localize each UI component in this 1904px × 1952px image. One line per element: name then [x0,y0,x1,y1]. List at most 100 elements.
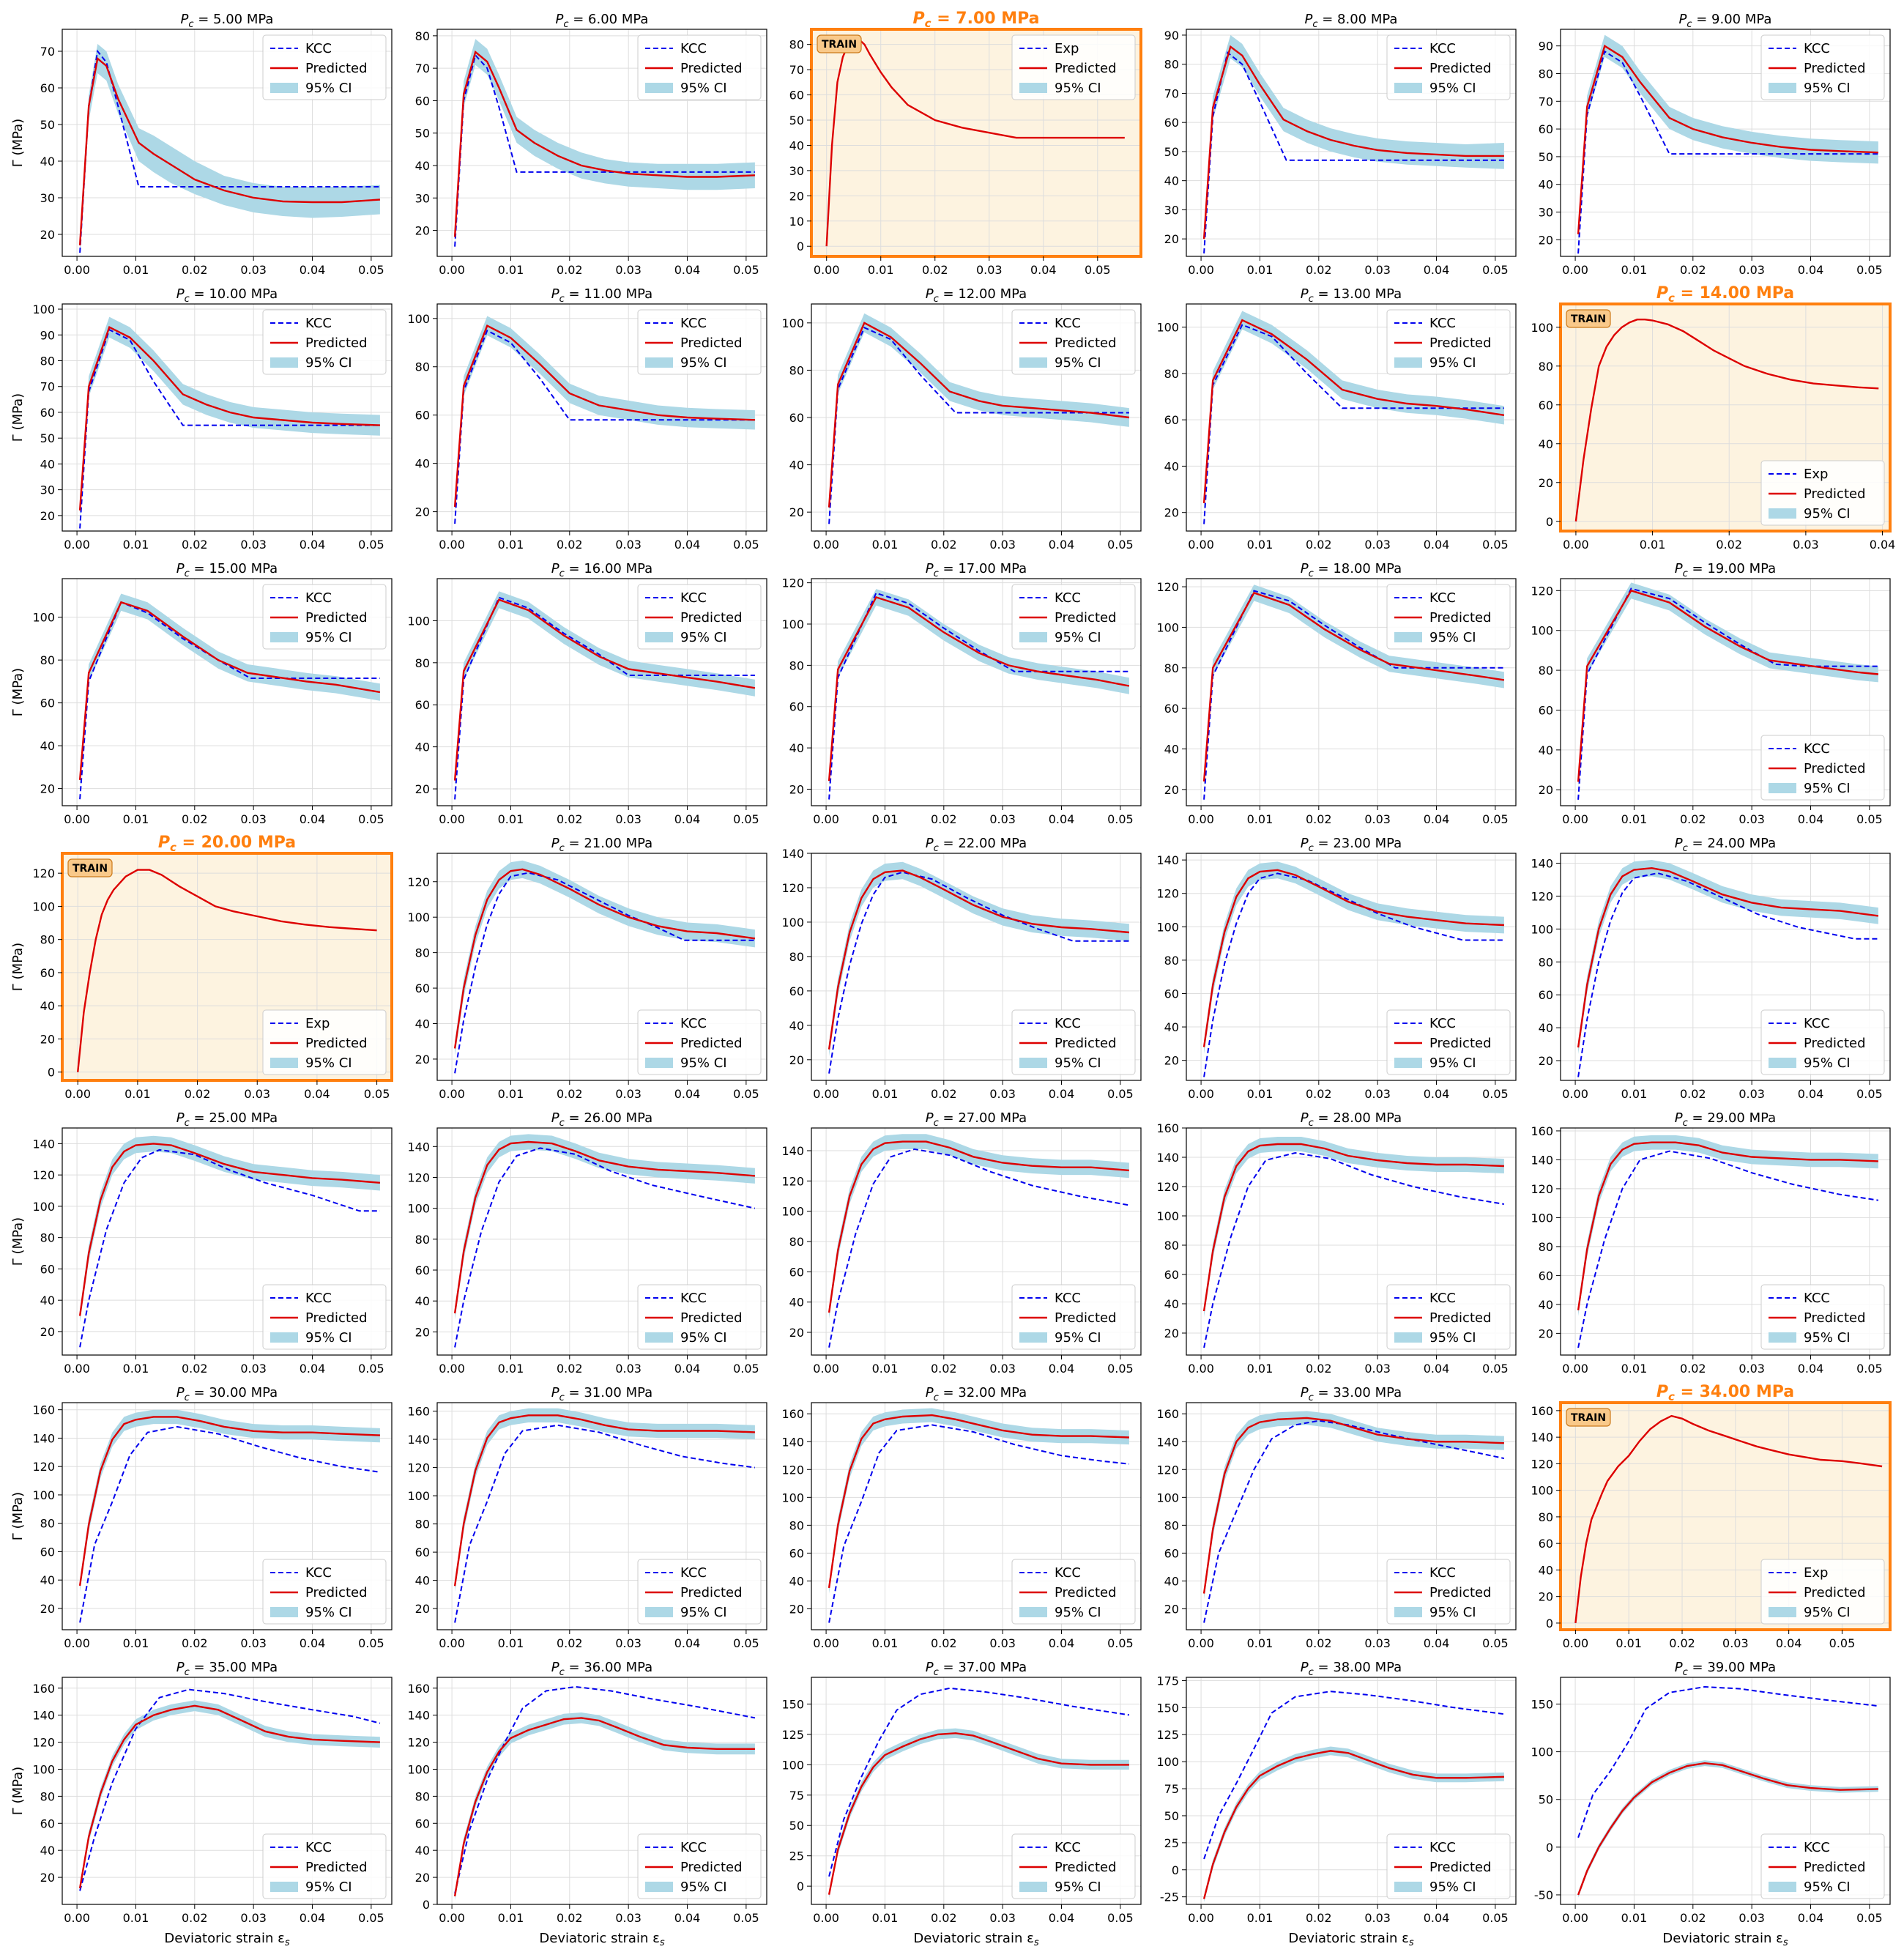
x-tick-label: 0.05 [1107,1911,1134,1925]
x-tick-label: 0.03 [989,1362,1016,1376]
kcc-line [79,1688,381,1891]
y-tick-label: 120 [781,1463,804,1477]
x-tick-label: 0.04 [674,1636,701,1650]
plot-data [78,1135,380,1348]
y-tick-label: 40 [40,739,55,753]
y-tick-label: 20 [40,1325,55,1339]
subplot: 0.00 0.01 0.02 0.03 0.04 0.05 20 40 60 80 100 Pc = … [32,561,393,826]
legend-label: Predicted [680,61,743,76]
x-tick-label: 0.03 [1738,263,1765,277]
y-tick-label: 20 [789,1602,804,1616]
y-tick-label: 150 [1156,1701,1179,1715]
legend-label: Exp [1804,1565,1828,1581]
ci-band [455,860,755,1056]
x-tick-label: 0.04 [1049,538,1075,552]
y-tick-label: 80 [40,1517,55,1531]
legend-label: Predicted [680,335,743,351]
axes-frame [1186,1402,1517,1630]
y-tick-label: 40 [1164,1020,1179,1034]
legend-swatch-ci [1019,632,1047,642]
legend-label: KCC [305,1840,332,1855]
y-tick-label: 60 [415,1263,430,1277]
x-tick-label: 0.00 [814,263,840,277]
y-tick-label: 20 [1539,783,1553,797]
y-tick-label: 60 [1164,702,1179,716]
legend-swatch-ci [270,357,298,368]
x-tick-label: 0.05 [733,812,759,826]
x-tick-label: 0.04 [1798,1911,1824,1925]
y-tick-label: 20 [789,782,804,796]
axes-frame [1186,1127,1517,1356]
x-tick-label: 0.02 [182,1911,208,1925]
x-tick-label: 0.03 [240,1362,267,1376]
plot-data [453,316,755,524]
y-tick-label: 40 [40,999,55,1013]
y-tick-label: 30 [415,191,430,205]
plot-data [828,861,1130,1074]
subplot-title: Pc = 10.00 MPa [176,286,278,305]
x-tick-label: 0.01 [498,1636,524,1650]
y-tick-label: 40 [40,1294,55,1307]
x-tick-label: 0.01 [1247,1911,1273,1925]
kcc-line [828,592,1129,800]
x-tick-label: 0.00 [64,1362,90,1376]
legend-label: Predicted [1804,1860,1866,1875]
y-tick-label: 80 [415,656,430,670]
x-tick-label: 0.04 [300,538,326,552]
x-tick-label: 0.03 [1364,1636,1391,1650]
x-tick-label: 0.05 [1107,1087,1134,1101]
x-tick-label: 0.01 [872,1087,899,1101]
legend-swatch-ci [1769,508,1796,519]
y-tick-label: 100 [407,614,430,628]
y-tick-label: 100 [1156,1491,1179,1504]
legend-label: 95% CI [1055,1879,1101,1895]
legend-label: Predicted [1429,335,1492,351]
x-tick-label: 0.03 [989,1911,1016,1925]
y-tick-label: 100 [407,1202,430,1216]
y-tick-label: 0 [1546,1617,1553,1630]
y-tick-label: 120 [1156,887,1179,901]
subplot-title: Pc = 35.00 MPa [176,1660,278,1678]
y-tick-label: 60 [789,411,804,425]
legend-label: KCC [1429,1291,1456,1306]
y-tick-label: 40 [1539,743,1553,757]
subplot: 0.00 0.01 0.02 0.03 0.04 0.05 20 40 60 80 100 120 14… [1531,1110,1891,1376]
y-tick-label: 140 [1156,1151,1179,1165]
y-tick-label: 100 [32,899,55,913]
y-tick-label: 20 [1164,783,1179,797]
y-tick-label: 80 [1539,1240,1553,1254]
x-tick-label: 0.04 [1424,812,1450,826]
legend-label: Predicted [305,335,368,351]
x-tick-label: 0.00 [439,1362,465,1376]
x-tick-label: 0.03 [989,812,1016,826]
x-tick-label: 0.01 [1247,263,1273,277]
y-tick-label: 100 [32,303,55,316]
subplot-title: Pc = 22.00 MPa [926,836,1027,854]
kcc-line [1203,590,1504,800]
axes-frame [436,1127,767,1356]
x-tick-label: 0.05 [733,263,759,277]
x-tick-label: 0.03 [1364,1911,1391,1925]
legend-label: 95% CI [1804,81,1851,96]
y-tick-label: 60 [789,1265,804,1279]
plot-data [828,1134,1130,1348]
subplot: 0.00 0.01 0.02 0.03 0.04 0.05 20 40 60 80 100 120 14… [1156,1110,1517,1376]
legend-swatch-ci [645,1882,673,1892]
y-tick-label: -50 [1534,1888,1553,1902]
x-tick-label: 0.01 [123,812,149,826]
x-tick-label: 0.00 [439,263,465,277]
y-tick-label: 60 [1164,413,1179,427]
predicted-line [453,1717,755,1897]
subplot-title: Pc = 32.00 MPa [926,1385,1027,1403]
y-tick-label: 80 [1539,664,1553,678]
x-tick-label: 0.01 [124,1087,151,1101]
y-tick-label: 40 [40,457,55,471]
axes-frame [62,1127,393,1356]
legend-label: KCC [680,1016,707,1031]
y-tick-label: 120 [1531,584,1553,598]
x-tick-label: 0.05 [358,1911,384,1925]
legend-label: Predicted [1055,1036,1117,1051]
subplot-title: Pc = 9.00 MPa [1679,12,1772,30]
legend-label: 95% CI [305,1879,352,1895]
y-tick-label: 60 [40,697,55,710]
